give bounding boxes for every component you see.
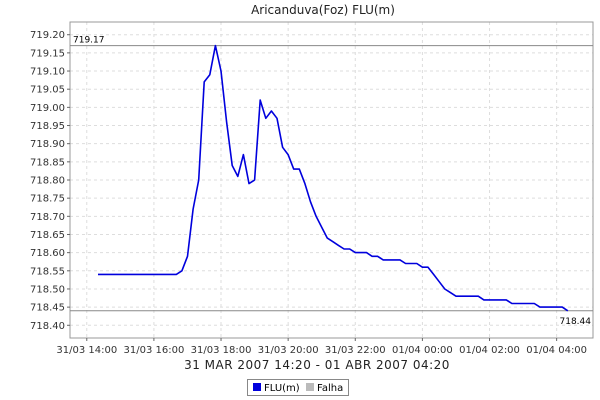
x-tick-label: 31/03 14:00 bbox=[56, 345, 117, 356]
x-tick-label: 01/04 00:00 bbox=[392, 345, 453, 356]
y-tick-label: 718.95 bbox=[30, 121, 65, 132]
y-tick-label: 719.20 bbox=[30, 30, 65, 41]
x-tick-label: 31/03 18:00 bbox=[191, 345, 252, 356]
chart-subtitle: 31 MAR 2007 14:20 - 01 ABR 2007 04:20 bbox=[184, 358, 450, 372]
x-tick-label: 01/04 02:00 bbox=[459, 345, 520, 356]
y-tick-label: 718.65 bbox=[30, 230, 65, 241]
x-axis: 31/03 14:00 31/03 16:00 31/03 18:00 31/03 2… bbox=[56, 338, 587, 356]
y-tick-label: 718.90 bbox=[30, 139, 65, 150]
y-tick-label: 719.15 bbox=[30, 48, 65, 59]
y-tick-label: 719.00 bbox=[30, 103, 65, 114]
y-tick-label: 719.05 bbox=[30, 85, 65, 96]
x-tick-label: 31/03 16:00 bbox=[123, 345, 184, 356]
y-axis: 719.20 719.15 719.10 719.05 719.00 718.95 718.… bbox=[30, 30, 70, 332]
reference-line-label: 719.17 bbox=[73, 36, 105, 46]
y-tick-label: 718.70 bbox=[30, 212, 65, 223]
y-tick-label: 718.45 bbox=[30, 303, 65, 314]
y-tick-label: 718.80 bbox=[30, 176, 65, 187]
y-tick-label: 718.60 bbox=[30, 248, 65, 259]
legend: FLU(m) Falha bbox=[247, 379, 349, 396]
y-tick-label: 718.75 bbox=[30, 194, 65, 205]
chart-title: Aricanduva(Foz) FLU(m) bbox=[251, 3, 395, 17]
x-tick-label: 31/03 22:00 bbox=[325, 345, 386, 356]
y-tick-label: 718.85 bbox=[30, 157, 65, 168]
legend-label: Falha bbox=[317, 383, 343, 394]
x-tick-label: 31/03 20:00 bbox=[258, 345, 319, 356]
legend-swatch bbox=[253, 383, 261, 391]
series-line bbox=[98, 44, 569, 312]
reference-lines: 719.17 718.44 bbox=[70, 36, 593, 327]
grid bbox=[70, 22, 593, 338]
y-tick-label: 718.55 bbox=[30, 266, 65, 277]
legend-swatch bbox=[306, 383, 314, 391]
series-layer bbox=[98, 44, 569, 312]
y-tick-label: 718.40 bbox=[30, 321, 65, 332]
legend-label: FLU(m) bbox=[264, 383, 300, 394]
reference-line-label: 718.44 bbox=[560, 317, 592, 327]
y-tick-label: 719.10 bbox=[30, 67, 65, 78]
x-tick-label: 01/04 04:00 bbox=[526, 345, 587, 356]
y-tick-label: 718.50 bbox=[30, 284, 65, 295]
legend-box bbox=[247, 379, 349, 396]
